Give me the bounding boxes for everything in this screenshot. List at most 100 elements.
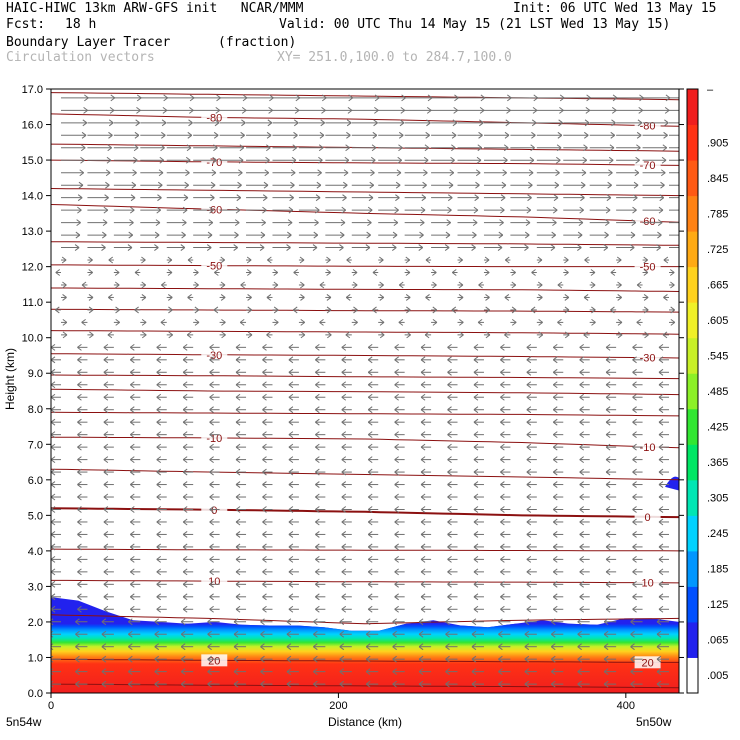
wind-vector-head	[288, 518, 294, 526]
wind-vector-head	[262, 431, 267, 439]
wind-vector-head	[605, 418, 611, 426]
wind-vector-head	[632, 343, 637, 351]
wind-vector-head	[511, 281, 517, 289]
wind-vector-head	[78, 181, 84, 189]
y-tick-label: 11.0	[22, 297, 43, 309]
wind-vector-head	[290, 181, 295, 189]
contour-line--80	[51, 113, 679, 127]
wind-vector-head	[447, 506, 452, 513]
wind-vector-head	[579, 443, 584, 451]
wind-vector-head	[292, 144, 298, 152]
wind-vector-head	[445, 668, 450, 676]
wind-vector-head	[643, 256, 648, 264]
wind-vector-head	[135, 119, 140, 127]
wind-vector-head	[420, 518, 426, 526]
wind-vector-head	[367, 456, 373, 464]
wind-vector-head	[51, 543, 56, 551]
boundary-layer-tracer-fill	[51, 476, 679, 693]
wind-vector-head	[500, 381, 505, 389]
wind-vector-head	[341, 555, 347, 563]
wind-vector-head	[341, 393, 347, 401]
wind-vector-head	[579, 531, 584, 538]
wind-vector-head	[473, 456, 479, 464]
wind-vector-head	[315, 593, 320, 601]
wind-vector-head	[632, 605, 637, 613]
wind-vector-head	[605, 568, 611, 576]
wind-vector-head	[183, 194, 189, 202]
wind-vector-head	[398, 281, 404, 289]
colorbar-segment	[687, 479, 698, 516]
wind-vector-head	[643, 269, 649, 276]
wind-vector-head	[134, 269, 140, 276]
wind-vector-head	[262, 531, 267, 538]
wind-vector-head	[658, 393, 664, 401]
wind-vector-head	[632, 593, 637, 601]
wind-vector-head	[288, 593, 294, 601]
wind-vector-head	[101, 655, 107, 663]
wind-vector-head	[367, 481, 373, 488]
wind-vector-head	[262, 605, 267, 613]
wind-vector-head	[670, 281, 675, 289]
wind-vector-head	[550, 244, 556, 251]
wind-vector-head	[77, 543, 82, 551]
wind-vector-head	[498, 680, 503, 688]
wind-vector-head	[526, 356, 532, 364]
wind-vector-head	[477, 318, 483, 326]
wind-vector-head	[605, 543, 611, 551]
wind-vector-head	[447, 518, 452, 526]
wind-vector-head	[103, 518, 109, 526]
colorbar-segment	[687, 550, 698, 587]
wind-vector-head	[447, 206, 452, 214]
wind-vector-head	[579, 406, 584, 414]
y-tick-label: 0.0	[28, 688, 43, 700]
wind-vector-head	[556, 144, 562, 152]
wind-vector-head	[632, 506, 637, 513]
wind-vector-head	[656, 668, 662, 676]
wind-vector-head	[158, 169, 164, 177]
contour-label-bg	[201, 348, 228, 361]
wind-vector-head	[51, 343, 56, 351]
contour-line	[51, 374, 679, 380]
wind-vector-head	[103, 456, 109, 464]
wind-vector-head	[315, 468, 320, 476]
wind-vector-head	[552, 443, 558, 451]
wind-vector-head	[498, 668, 503, 676]
field-name: Boundary Layer Tracer	[6, 35, 171, 50]
colorbar-label: .005	[707, 670, 728, 682]
wind-vector-head	[315, 356, 320, 364]
wind-vector-head	[395, 194, 400, 202]
wind-vector-head	[262, 481, 267, 488]
wind-vector-head	[473, 531, 479, 538]
wind-vector-head	[236, 194, 242, 202]
wind-vector-head	[421, 194, 427, 202]
wind-vector-head	[656, 244, 661, 251]
wind-vector-head	[473, 206, 479, 214]
wind-vector-head	[420, 343, 426, 351]
wind-vector-head	[365, 618, 371, 626]
wind-vector-head	[182, 356, 188, 364]
wind-vector-head	[656, 630, 662, 638]
wind-vector-head	[260, 630, 265, 638]
wind-vector-head	[235, 431, 241, 439]
wind-vector-head	[186, 144, 192, 152]
wind-vector-head	[605, 206, 611, 214]
wind-vector-head	[180, 244, 186, 251]
wind-vector-head	[453, 106, 458, 114]
wind-vector-head	[128, 680, 133, 688]
wind-vector-head	[187, 131, 193, 139]
wind-vector-head	[550, 643, 556, 651]
wind-vector-head	[420, 531, 426, 538]
wind-vector-head	[526, 418, 532, 426]
wind-vector-head	[524, 618, 530, 626]
wind-vector-head	[288, 555, 294, 563]
wind-vector-head	[367, 356, 373, 364]
wind-vector-head	[473, 393, 479, 401]
wind-vector-head	[524, 630, 530, 638]
contour-line--30	[51, 353, 679, 359]
wind-vector-head	[288, 580, 294, 588]
wind-vector-head	[579, 468, 584, 476]
wind-vector-head	[288, 506, 294, 513]
wind-vector-head	[159, 156, 165, 164]
wind-vector-head	[141, 294, 147, 301]
wind-vector-head	[526, 368, 532, 376]
